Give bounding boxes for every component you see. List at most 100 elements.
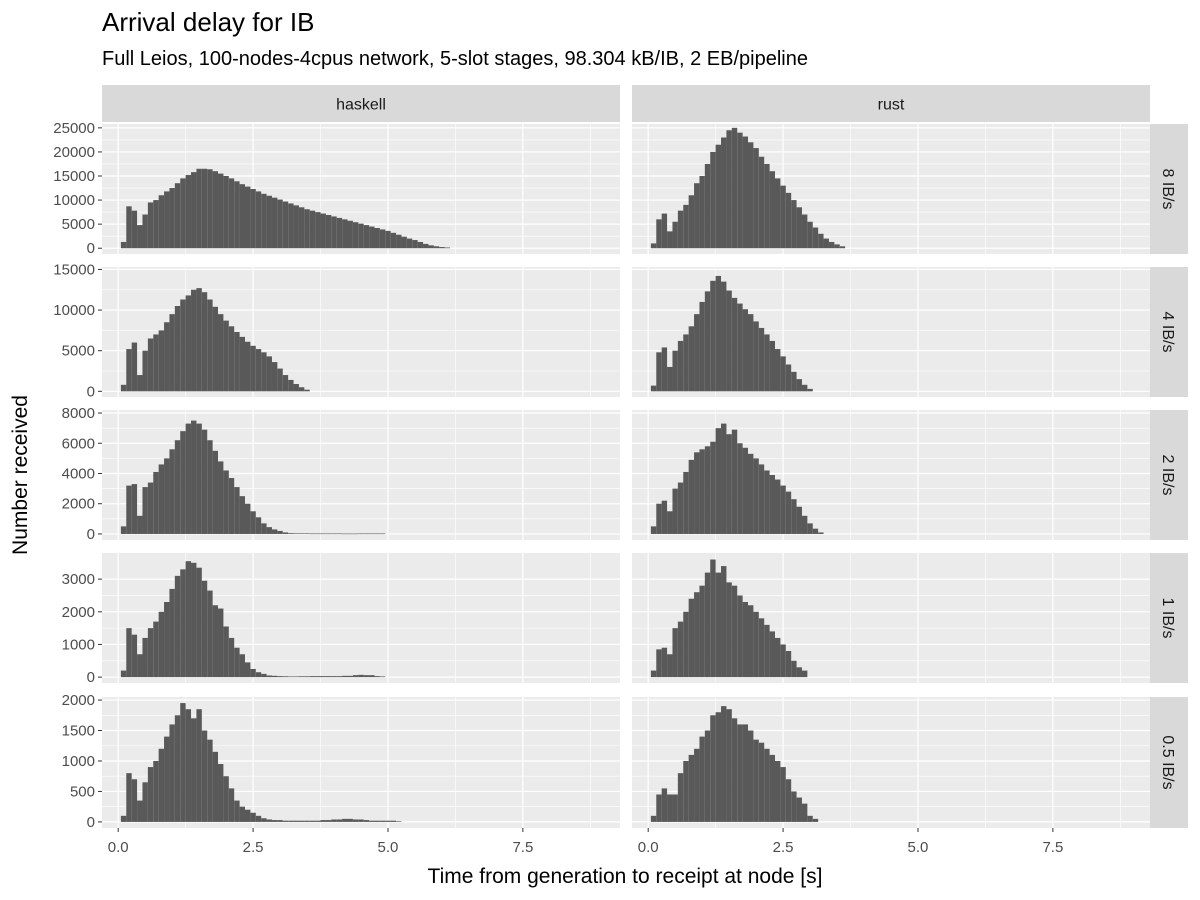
- histogram-bar: [769, 171, 775, 249]
- histogram-bar: [780, 767, 786, 822]
- histogram-bar: [694, 592, 700, 678]
- y-tick-label: 0: [87, 240, 95, 257]
- histogram-bar: [147, 338, 154, 392]
- histogram-bar: [201, 730, 208, 822]
- histogram-bar: [704, 730, 711, 822]
- histogram-bar: [234, 800, 240, 822]
- histogram-bar: [169, 188, 175, 249]
- y-tick-label: 15000: [53, 261, 95, 278]
- histogram-bar: [309, 676, 316, 678]
- strip-label-rust: rust: [878, 97, 905, 114]
- histogram-bar: [796, 379, 802, 392]
- histogram-bar: [315, 820, 321, 822]
- histogram-bar: [218, 461, 224, 534]
- histogram-bar: [764, 748, 770, 822]
- chart-title: Arrival delay for IB: [102, 7, 314, 37]
- histogram-bar: [780, 485, 786, 534]
- histogram-bar: [169, 588, 175, 678]
- histogram-bar: [196, 709, 202, 822]
- histogram-bar: [261, 352, 267, 392]
- histogram-bar: [325, 676, 332, 678]
- histogram-bar: [374, 676, 380, 678]
- histogram-bar: [379, 676, 386, 678]
- histogram-bar: [688, 326, 695, 392]
- histogram-bar: [277, 368, 283, 392]
- histogram-bar: [823, 238, 829, 249]
- histogram-bar: [271, 820, 278, 822]
- histogram-bar: [218, 608, 224, 678]
- histogram-bar: [336, 819, 343, 822]
- histogram-bar: [661, 500, 668, 534]
- histogram-bar: [293, 676, 299, 678]
- histogram-bar: [667, 654, 673, 678]
- histogram-bar: [683, 471, 689, 534]
- histogram-bar: [656, 649, 662, 678]
- histogram-bar: [271, 362, 278, 392]
- panel-rust-1: [632, 267, 1150, 397]
- strip-haskell: [102, 85, 620, 122]
- histogram-bar: [180, 431, 186, 534]
- histogram-bar: [315, 212, 321, 249]
- histogram-bar: [748, 314, 754, 392]
- histogram-bar: [191, 718, 197, 822]
- histogram-bar: [801, 803, 808, 822]
- histogram-bar: [137, 225, 143, 249]
- panel-rust-0: [632, 124, 1150, 254]
- histogram-bar: [369, 675, 375, 678]
- histogram-bar: [656, 503, 662, 534]
- histogram-bar: [298, 820, 305, 822]
- histogram-bar: [758, 327, 765, 392]
- histogram-bar: [650, 815, 657, 822]
- histogram-bar: [266, 819, 272, 822]
- histogram-bar: [753, 148, 759, 249]
- histogram-bar: [347, 220, 353, 249]
- histogram-bar: [250, 345, 256, 392]
- strip-row-label: 8 IB/s: [1159, 169, 1176, 210]
- histogram-bar: [261, 523, 267, 534]
- histogram-bar: [309, 533, 316, 535]
- histogram-bar: [710, 280, 716, 392]
- histogram-bar: [801, 214, 808, 249]
- histogram-bar: [818, 233, 824, 249]
- histogram-bar: [120, 384, 127, 392]
- y-tick-label: 500: [70, 783, 95, 800]
- histogram-bar: [699, 585, 705, 678]
- x-tick-label: 2.5: [773, 839, 794, 856]
- histogram-bar: [266, 356, 272, 392]
- histogram-bar: [726, 434, 732, 534]
- histogram-bar: [710, 441, 716, 534]
- histogram-bar: [748, 453, 754, 534]
- x-tick-label: 0.0: [638, 839, 659, 856]
- histogram-bar: [277, 530, 283, 534]
- histogram-bar: [185, 175, 192, 249]
- histogram-bar: [672, 350, 678, 392]
- histogram-bar: [169, 724, 175, 822]
- histogram-bar: [174, 440, 181, 534]
- histogram-bar: [158, 330, 165, 392]
- histogram-bar: [683, 204, 689, 249]
- histogram-bar: [137, 800, 143, 822]
- histogram-bar: [796, 797, 802, 822]
- histogram-bar: [661, 347, 668, 392]
- histogram-bar: [261, 193, 267, 249]
- strip-row-3: [1150, 553, 1188, 683]
- histogram-bar: [244, 186, 251, 249]
- histogram-bar: [769, 340, 775, 392]
- histogram-bar: [358, 674, 364, 678]
- histogram-bar: [396, 821, 402, 822]
- strip-row-label: 4 IB/s: [1159, 312, 1176, 353]
- histogram-bar: [271, 197, 278, 249]
- histogram-bar: [293, 384, 299, 392]
- histogram-bar: [731, 718, 738, 822]
- histogram-bar: [228, 788, 235, 822]
- histogram-bar: [363, 675, 370, 678]
- histogram-bar: [288, 676, 294, 678]
- histogram-bar: [131, 634, 138, 678]
- histogram-bar: [191, 172, 197, 249]
- histogram-bar: [699, 301, 705, 392]
- histogram-bar: [650, 526, 657, 534]
- histogram-bar: [737, 443, 743, 534]
- histogram-bar: [369, 533, 375, 535]
- histogram-bar: [288, 203, 294, 249]
- histogram-bar: [667, 794, 673, 822]
